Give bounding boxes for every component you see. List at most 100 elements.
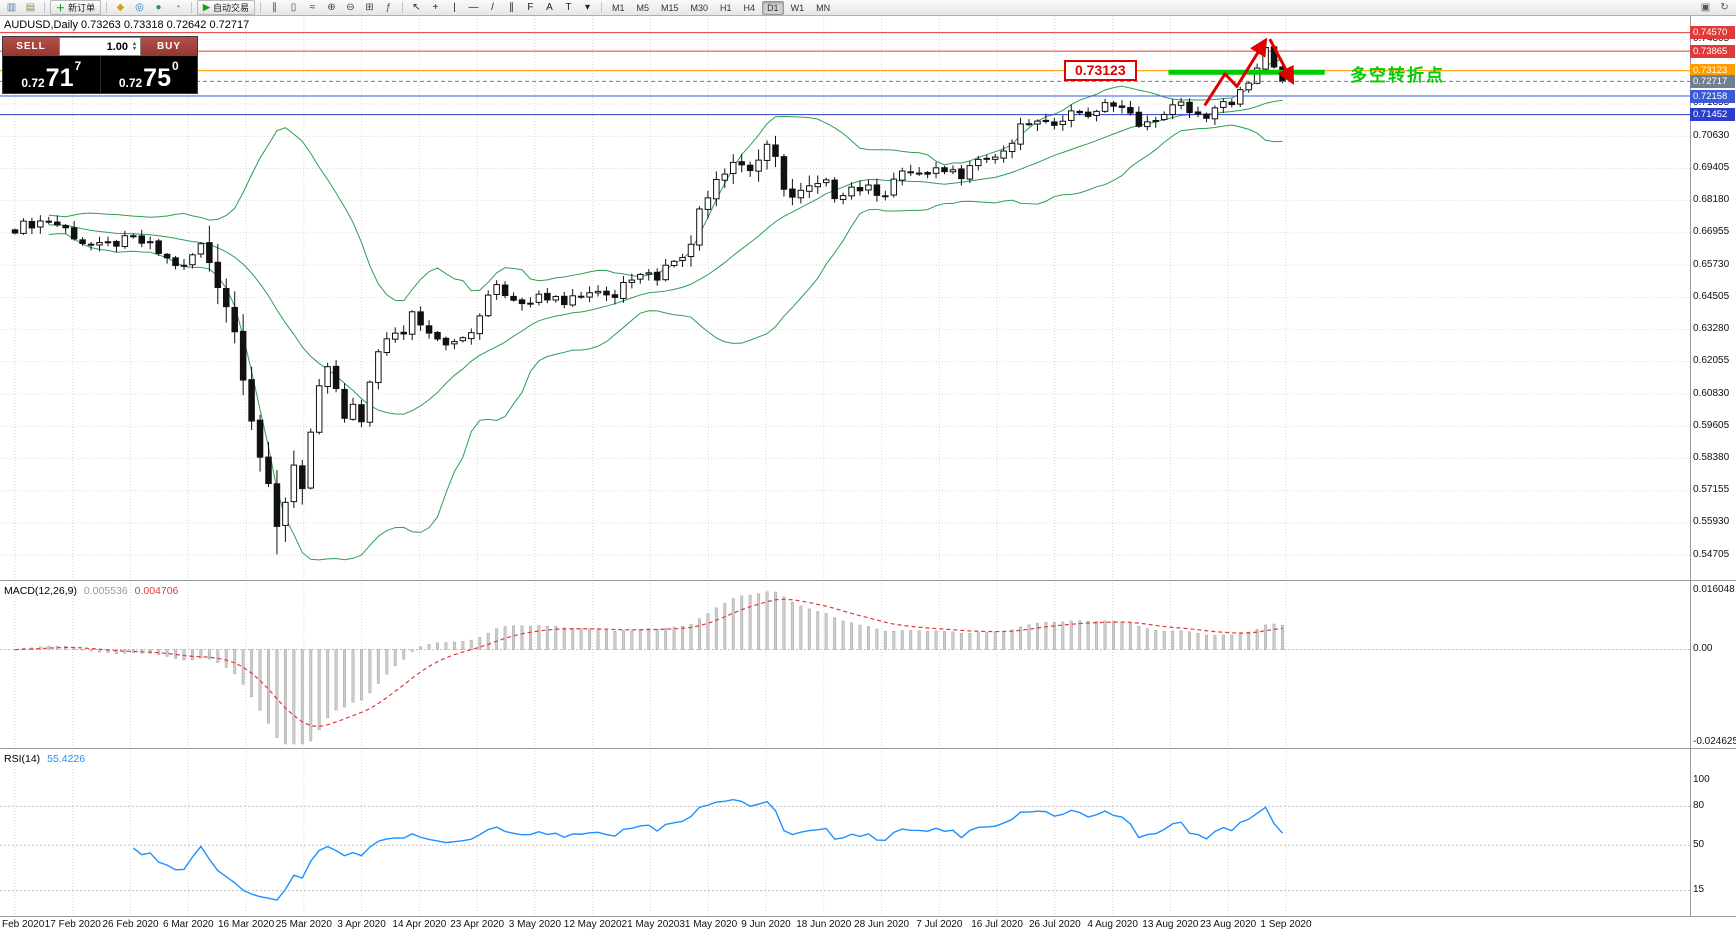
equidistant-channel-icon[interactable]: ∥ (508, 2, 514, 13)
price-callout-label[interactable]: 0.73123 (1064, 60, 1137, 81)
bar-chart-icon[interactable]: ∥ (271, 2, 277, 13)
horizontal-lines-layer[interactable] (0, 32, 1690, 116)
price-axis[interactable]: 0.743050.730800.718550.706300.694050.681… (1690, 0, 1736, 942)
toolbar-separator (44, 2, 45, 13)
price-line-tag: 0.71452 (1690, 108, 1735, 122)
shapes-dropdown-icon[interactable]: ▾ (584, 2, 590, 13)
bollinger-middle-line (48, 99, 1283, 415)
navigator-icon[interactable]: ● (155, 2, 162, 13)
price-grid-label: 0.59605 (1693, 419, 1730, 431)
timeframe-m15-button[interactable]: M15 (661, 2, 679, 13)
macd-signal-value: 0.004706 (134, 585, 179, 597)
market-watch-icon[interactable]: ◎ (135, 2, 144, 13)
price-line-tag: 0.72717 (1690, 74, 1735, 88)
toolbar-separator (106, 2, 108, 13)
line-chart-icon[interactable]: ≈ (309, 2, 316, 13)
toolbar-separator (401, 2, 403, 13)
turning-point-text[interactable]: 多空转折点 (1350, 66, 1445, 85)
toolbar-separator (600, 2, 602, 13)
fibonacci-icon[interactable]: F (527, 2, 534, 13)
new-chart-icon[interactable]: ▥ (6, 2, 17, 13)
timeframe-d1-button[interactable]: D1 (762, 0, 784, 15)
autotrading-label: 自动交易 (212, 3, 249, 13)
date-axis-label: 26 Jul 2020 (1029, 919, 1081, 930)
timeframe-mn-button[interactable]: MN (816, 2, 831, 13)
date-axis-label: 23 Apr 2020 (450, 919, 505, 930)
buy-button[interactable]: BUY (141, 37, 197, 56)
lot-size-field[interactable]: 1.00 ▴ ▾ (59, 37, 141, 56)
timeframe-m5-button[interactable]: M5 (636, 2, 649, 13)
chart-ohlc-header: AUDUSD,Daily 0.73263 0.73318 0.72642 0.7… (4, 19, 250, 31)
zoom-out-icon[interactable]: ⊖ (346, 2, 355, 13)
text-icon[interactable]: A (546, 2, 553, 13)
timeframe-h1-button[interactable]: H1 (720, 2, 732, 13)
price-grid-label: 0.66955 (1693, 226, 1730, 238)
lot-spinner[interactable]: ▴ ▾ (130, 40, 139, 52)
price-line-tag: 0.73123 (1690, 64, 1735, 78)
refresh-icon[interactable]: ↻ (1720, 2, 1729, 13)
sell-price-big: 71 (45, 64, 74, 92)
price-grid-label: 0.57155 (1693, 484, 1730, 496)
trend-arrow-2[interactable] (1268, 38, 1295, 85)
price-grid-label: 0.63280 (1693, 323, 1730, 335)
vertical-line-icon[interactable]: | (453, 2, 456, 13)
timeframe-w1-button[interactable]: W1 (790, 2, 805, 13)
date-axis-label: 6 Mar 2020 (163, 919, 214, 930)
macd-name: MACD(12,26,9) (4, 585, 77, 597)
trendline-icon[interactable]: / (491, 2, 494, 13)
price-grid-label: 0.69405 (1693, 161, 1730, 173)
terminal-icon[interactable]: ◔ (174, 2, 181, 13)
sell-price-display[interactable]: 0.72 71 7 (3, 56, 101, 93)
tile-windows-icon[interactable]: ⊞ (365, 2, 374, 13)
buy-price-display[interactable]: 0.72 75 0 (101, 56, 198, 93)
sell-price-prefix: 0.72 (21, 76, 45, 90)
new-order-button[interactable]: ＋新订单 (50, 0, 102, 15)
one-click-trade-panel: SELL 1.00 ▴ ▾ BUY 0.72 71 7 0.72 75 0 (2, 36, 198, 94)
date-axis-label: 9 Jun 2020 (741, 919, 791, 930)
timeframe-m30-button[interactable]: M30 (690, 2, 709, 13)
rsi-scale-label: 15 (1693, 884, 1705, 896)
profiles-icon[interactable]: ▤ (25, 2, 36, 13)
sell-price-pipette: 7 (74, 59, 82, 73)
buy-price-prefix: 0.72 (118, 76, 143, 90)
timeframe-m1-button[interactable]: M1 (611, 2, 625, 13)
indicators-icon[interactable]: ƒ (385, 2, 392, 13)
toolbar-separator (259, 2, 261, 13)
trend-arrow-1[interactable] (1203, 37, 1268, 107)
play-icon: ▶ (203, 2, 210, 12)
buy-price-big: 75 (143, 64, 171, 92)
date-axis-label: 28 Jun 2020 (854, 919, 910, 930)
sell-button[interactable]: SELL (3, 37, 59, 56)
timeframe-h4-button[interactable]: H4 (743, 2, 756, 13)
date-axis-label: 1 Sep 2020 (1260, 919, 1312, 930)
price-grid-label: 0.54705 (1693, 548, 1730, 560)
metaeditor-icon[interactable]: ◆ (116, 2, 125, 13)
plus-icon: ＋ (56, 3, 66, 13)
chart-background (0, 16, 1736, 942)
rsi-line (132, 798, 1284, 901)
text-label-icon[interactable]: T (565, 2, 572, 13)
price-grid-label: 0.71855 (1693, 97, 1730, 109)
date-axis-label: 16 Jul 2020 (971, 919, 1023, 930)
autotrading-button[interactable]: ▶ 自动交易 (197, 0, 255, 15)
price-grid-label: 0.65730 (1693, 258, 1730, 270)
spinner-up-icon[interactable]: ▴ (132, 40, 136, 47)
candlestick-chart-icon[interactable]: ▯ (290, 2, 297, 13)
date-axis-label: 17 Feb 2020 (44, 919, 101, 930)
cursor-icon[interactable]: ↖ (412, 2, 421, 13)
date-axis-label: 3 May 2020 (508, 919, 562, 930)
crosshair-icon[interactable]: + (432, 2, 439, 13)
date-axis-label: 14 Apr 2020 (392, 919, 447, 930)
rsi-scale-label: 80 (1693, 799, 1705, 811)
date-axis-label: 3 Apr 2020 (337, 919, 386, 930)
date-axis-label: 4 Aug 2020 (1087, 919, 1138, 930)
spinner-down-icon[interactable]: ▾ (132, 45, 136, 52)
toolbar-separator (191, 2, 193, 13)
zoom-in-icon[interactable]: ⊕ (327, 2, 336, 13)
time-axis[interactable]: Feb 2020 17 Feb 2020 26 Feb 2020 6 Mar 2020… (0, 917, 1690, 942)
windows-icon[interactable]: ▣ (1700, 2, 1711, 13)
price-grid-label: 0.60830 (1693, 387, 1730, 399)
horizontal-line-icon[interactable]: ― (468, 2, 479, 13)
date-axis-label: 26 Feb 2020 (102, 919, 159, 930)
